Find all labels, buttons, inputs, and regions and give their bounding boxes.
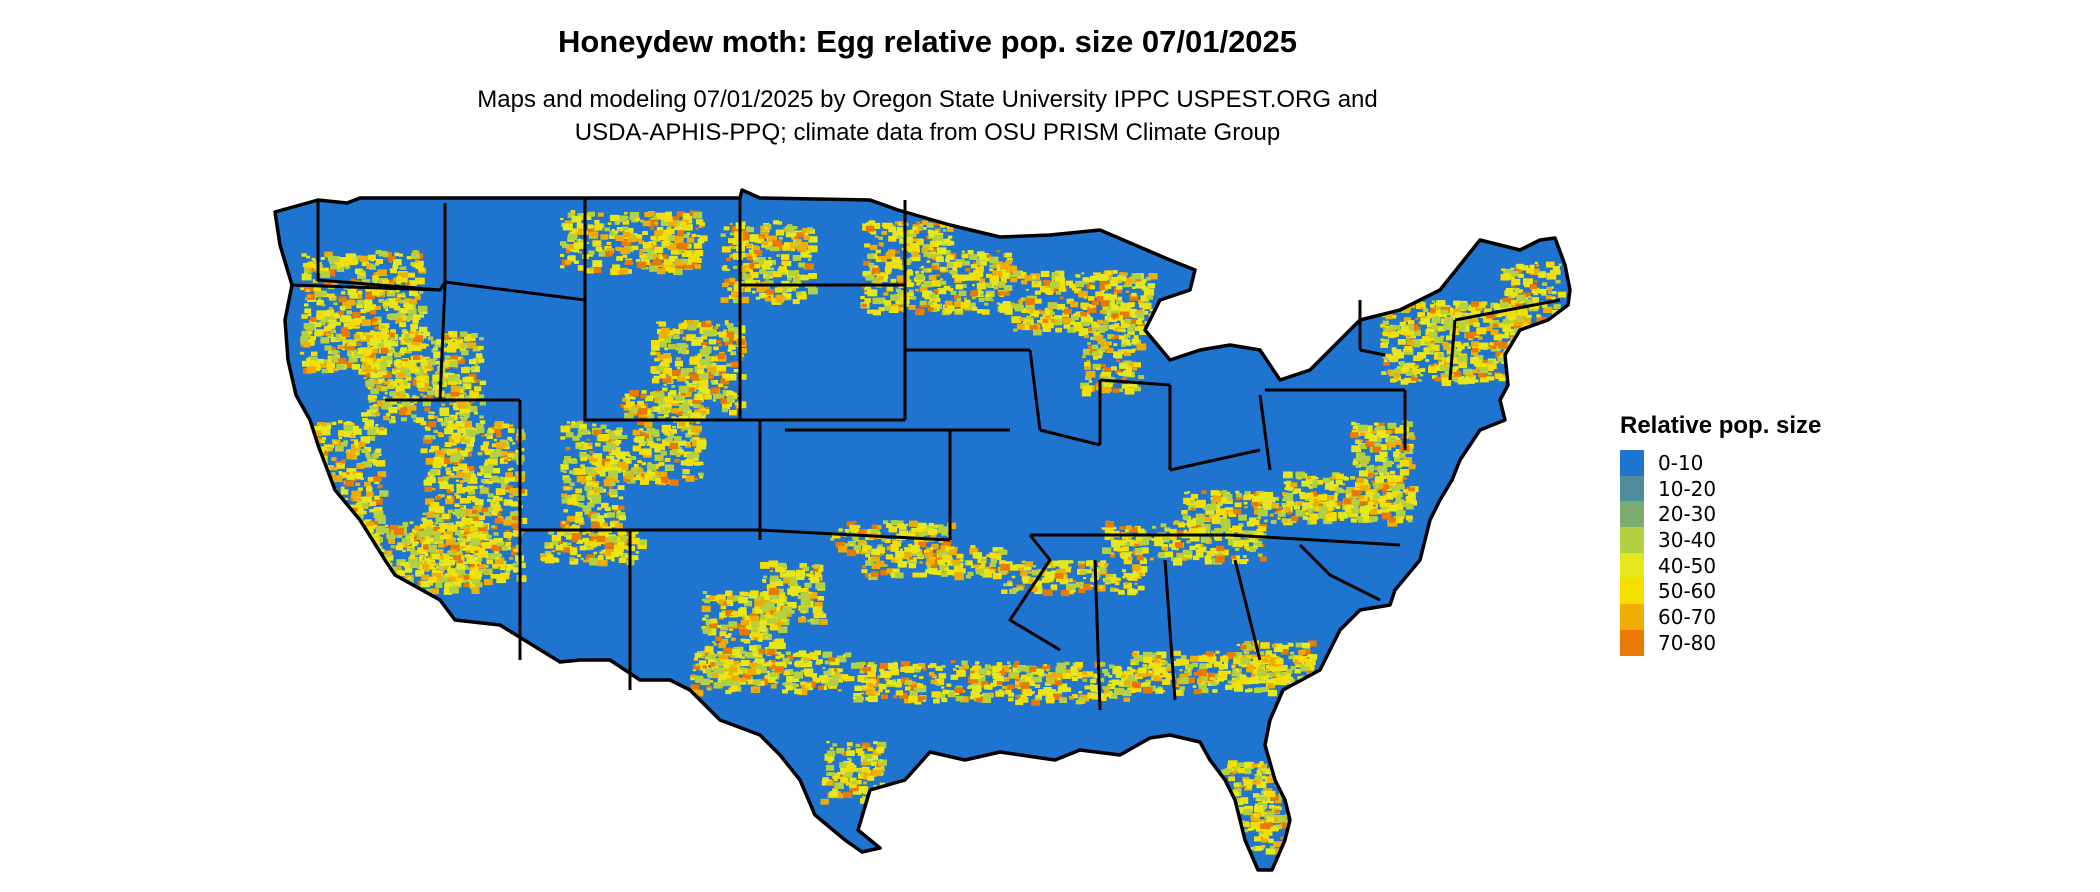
state-border bbox=[316, 200, 447, 292]
legend-label: 20-30 bbox=[1658, 502, 1717, 527]
us-outline bbox=[273, 188, 1572, 872]
state-border bbox=[1093, 559, 1102, 711]
legend-label: 50-60 bbox=[1658, 579, 1717, 604]
legend-item: 30-40 bbox=[1620, 527, 1821, 553]
legend-item: 50-60 bbox=[1620, 578, 1821, 605]
state-border bbox=[1099, 378, 1171, 387]
state-border bbox=[1454, 298, 1561, 322]
map-title: Honeydew moth: Egg relative pop. size 07… bbox=[557, 24, 1298, 59]
legend-swatch bbox=[1620, 527, 1644, 553]
legend-swatch bbox=[1620, 552, 1644, 579]
legend-label: 60-70 bbox=[1658, 604, 1717, 629]
legend-swatch bbox=[1620, 604, 1644, 630]
state-border bbox=[1028, 349, 1042, 431]
legend-swatch bbox=[1620, 501, 1644, 528]
legend-label: 40-50 bbox=[1658, 553, 1717, 578]
legend-label: 0-10 bbox=[1658, 450, 1704, 475]
legend-item: 60-70 bbox=[1620, 604, 1821, 630]
legend-swatch bbox=[1620, 475, 1644, 502]
legend-items: 0-10 10-20 20-30 30-40 40-50 50-60 60-70 70-80 bbox=[1620, 450, 1821, 656]
legend-item: 0-10 bbox=[1620, 450, 1821, 476]
legend-title: Relative pop. size bbox=[1620, 412, 1822, 439]
map-subtitle: Maps and modeling 07/01/2025 by Oregon S… bbox=[0, 83, 1855, 149]
state-border bbox=[583, 300, 742, 422]
state-border bbox=[1163, 559, 1177, 701]
legend-label: 30-40 bbox=[1658, 527, 1717, 552]
state-border bbox=[1258, 394, 1272, 471]
state-border bbox=[1008, 534, 1061, 652]
state-border bbox=[1298, 543, 1381, 602]
state-border bbox=[1448, 319, 1457, 381]
state-border bbox=[438, 284, 447, 401]
legend: Relative pop. size 0-10 10-20 20-30 30-40 40… bbox=[1620, 412, 1821, 656]
legend-item: 20-30 bbox=[1620, 501, 1821, 528]
legend-swatch bbox=[1620, 629, 1644, 656]
legend-item: 70-80 bbox=[1620, 629, 1821, 656]
state-border bbox=[1233, 559, 1262, 661]
state-border bbox=[1169, 448, 1261, 472]
state-border bbox=[291, 283, 441, 292]
subtitle-line-1: Maps and modeling 07/01/2025 by Oregon S… bbox=[477, 86, 1378, 113]
legend-item: 40-50 bbox=[1620, 552, 1821, 579]
state-border bbox=[1359, 348, 1386, 357]
legend-label: 10-20 bbox=[1658, 476, 1717, 501]
legend-label: 70-80 bbox=[1658, 630, 1717, 655]
legend-swatch bbox=[1620, 578, 1644, 605]
legend-item: 10-20 bbox=[1620, 475, 1821, 502]
legend-swatch bbox=[1620, 450, 1644, 476]
state-border bbox=[1039, 428, 1101, 447]
state-border bbox=[759, 528, 951, 542]
state-border bbox=[1030, 533, 1401, 547]
state-border bbox=[444, 280, 586, 302]
subtitle-line-2: USDA-APHIS-PPQ; climate data from OSU PR… bbox=[574, 119, 1281, 146]
